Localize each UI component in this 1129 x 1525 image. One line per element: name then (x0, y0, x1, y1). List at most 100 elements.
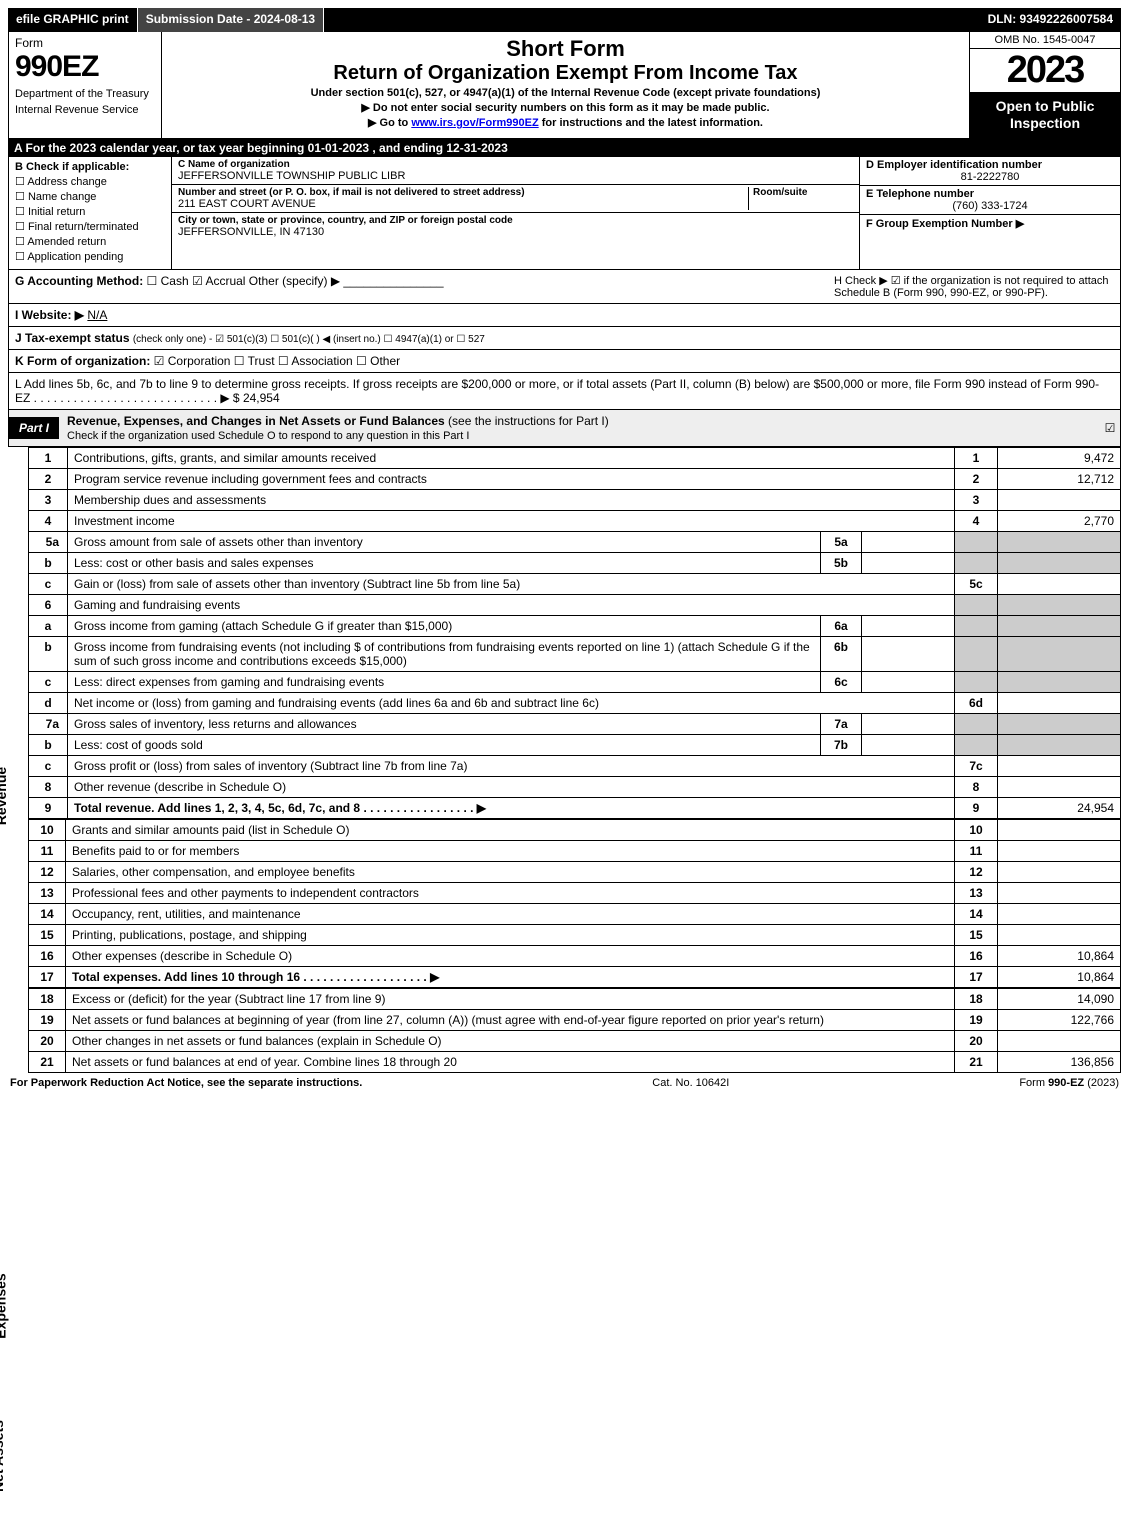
chk-final-return[interactable]: Final return/terminated (15, 220, 165, 233)
column-b: B Check if applicable: Address change Na… (9, 157, 172, 269)
ein-cell: D Employer identification number 81-2222… (860, 157, 1120, 186)
line-amount: 12,712 (998, 468, 1121, 489)
line-desc: Less: direct expenses from gaming and fu… (68, 671, 821, 692)
line-number: 8 (29, 776, 68, 797)
line-row: 3Membership dues and assessments3 (29, 489, 1121, 510)
line-amount (998, 594, 1121, 615)
right-line-number: 11 (955, 840, 998, 861)
right-line-number: 21 (955, 1051, 998, 1072)
other-option[interactable]: Other (specify) ▶ _______________ (249, 274, 444, 288)
line-desc: Other changes in net assets or fund bala… (66, 1030, 955, 1051)
short-form-title: Short Form (166, 36, 965, 62)
group-exemption-cell: F Group Exemption Number ▶ (860, 215, 1120, 269)
right-line-number (955, 531, 998, 552)
mid-line-value (862, 734, 955, 755)
line-desc: Net assets or fund balances at beginning… (66, 1009, 955, 1030)
mid-line-number: 6b (821, 636, 862, 671)
mid-line-value (862, 531, 955, 552)
line-amount (998, 692, 1121, 713)
line-row: 7aGross sales of inventory, less returns… (29, 713, 1121, 734)
line-desc: Program service revenue including govern… (68, 468, 955, 489)
line-number: 20 (29, 1030, 66, 1051)
right-line-number: 18 (955, 988, 998, 1009)
header-right: OMB No. 1545-0047 2023 Open to Public In… (969, 32, 1120, 138)
right-line-number: 1 (955, 447, 998, 468)
right-line-number: 13 (955, 882, 998, 903)
mid-line-number: 5b (821, 552, 862, 573)
line-number: b (29, 734, 68, 755)
part-i-check[interactable]: ☑ (1100, 421, 1120, 435)
line-amount (998, 861, 1121, 882)
chk-name-change[interactable]: Name change (15, 190, 165, 203)
line-desc: Gross income from fundraising events (no… (68, 636, 821, 671)
part-i-label: Part I (9, 417, 59, 439)
expenses-table: 10Grants and similar amounts paid (list … (28, 819, 1121, 988)
line-amount (998, 840, 1121, 861)
line-amount (998, 636, 1121, 671)
line-row: 20Other changes in net assets or fund ba… (29, 1030, 1121, 1051)
section-bcdef: B Check if applicable: Address change Na… (8, 157, 1121, 270)
right-line-number: 12 (955, 861, 998, 882)
subtitle-2: ▶ Do not enter social security numbers o… (166, 101, 965, 114)
line-desc: Membership dues and assessments (68, 489, 955, 510)
website-row: I Website: ▶ N/A (8, 304, 1121, 327)
chk-initial-return[interactable]: Initial return (15, 205, 165, 218)
line-desc: Salaries, other compensation, and employ… (66, 861, 955, 882)
line-desc: Gain or (loss) from sale of assets other… (68, 573, 955, 594)
line-number: 21 (29, 1051, 66, 1072)
phone-value: (760) 333-1724 (866, 200, 1114, 212)
line-number: c (29, 755, 68, 776)
line-number: 10 (29, 819, 66, 840)
line-amount (998, 903, 1121, 924)
street-address: 211 EAST COURT AVENUE (178, 198, 744, 210)
line-amount (998, 531, 1121, 552)
right-line-number: 8 (955, 776, 998, 797)
line-amount (998, 489, 1121, 510)
line-desc: Net assets or fund balances at end of ye… (66, 1051, 955, 1072)
line-row: bLess: cost or other basis and sales exp… (29, 552, 1121, 573)
right-line-number (955, 615, 998, 636)
line-amount (998, 615, 1121, 636)
irs-label: Internal Revenue Service (15, 104, 155, 116)
line-row: 8Other revenue (describe in Schedule O)8 (29, 776, 1121, 797)
line-amount (998, 734, 1121, 755)
line-desc: Gross sales of inventory, less returns a… (68, 713, 821, 734)
line-number: 14 (29, 903, 66, 924)
right-line-number: 17 (955, 966, 998, 987)
revenue-side-label: Revenue (0, 767, 9, 825)
right-line-number (955, 713, 998, 734)
column-def: D Employer identification number 81-2222… (859, 157, 1120, 269)
city-cell: City or town, state or province, country… (172, 213, 859, 240)
line-number: a (29, 615, 68, 636)
column-c: C Name of organization JEFFERSONVILLE TO… (172, 157, 859, 269)
line-desc: Benefits paid to or for members (66, 840, 955, 861)
g-label: G Accounting Method: (15, 274, 143, 288)
chk-address-change[interactable]: Address change (15, 175, 165, 188)
line-desc: Professional fees and other payments to … (66, 882, 955, 903)
mid-line-value (862, 552, 955, 573)
line-number: 15 (29, 924, 66, 945)
j-row: J Tax-exempt status (check only one) - ☑… (8, 327, 1121, 350)
line-number: 17 (29, 966, 66, 987)
line-desc: Net income or (loss) from gaming and fun… (68, 692, 955, 713)
line-number: 6 (29, 594, 68, 615)
line-number: 11 (29, 840, 66, 861)
accrual-option[interactable]: ☑ Accrual (192, 274, 245, 288)
line-amount: 136,856 (998, 1051, 1121, 1072)
right-line-number: 19 (955, 1009, 998, 1030)
line-desc: Other expenses (describe in Schedule O) (66, 945, 955, 966)
h-text: H Check ▶ ☑ if the organization is not r… (834, 274, 1114, 299)
line-number: 19 (29, 1009, 66, 1030)
irs-link[interactable]: www.irs.gov/Form990EZ (411, 117, 538, 129)
cash-option[interactable]: ☐ Cash (147, 274, 189, 288)
chk-app-pending[interactable]: Application pending (15, 250, 165, 263)
part-i-header: Part I Revenue, Expenses, and Changes in… (8, 410, 1121, 447)
main-title: Return of Organization Exempt From Incom… (166, 62, 965, 85)
line-row: cGross profit or (loss) from sales of in… (29, 755, 1121, 776)
line-desc: Gaming and fundraising events (68, 594, 955, 615)
line-number: 3 (29, 489, 68, 510)
chk-amended[interactable]: Amended return (15, 235, 165, 248)
line-row: 5aGross amount from sale of assets other… (29, 531, 1121, 552)
line-amount (998, 713, 1121, 734)
line-amount (998, 671, 1121, 692)
